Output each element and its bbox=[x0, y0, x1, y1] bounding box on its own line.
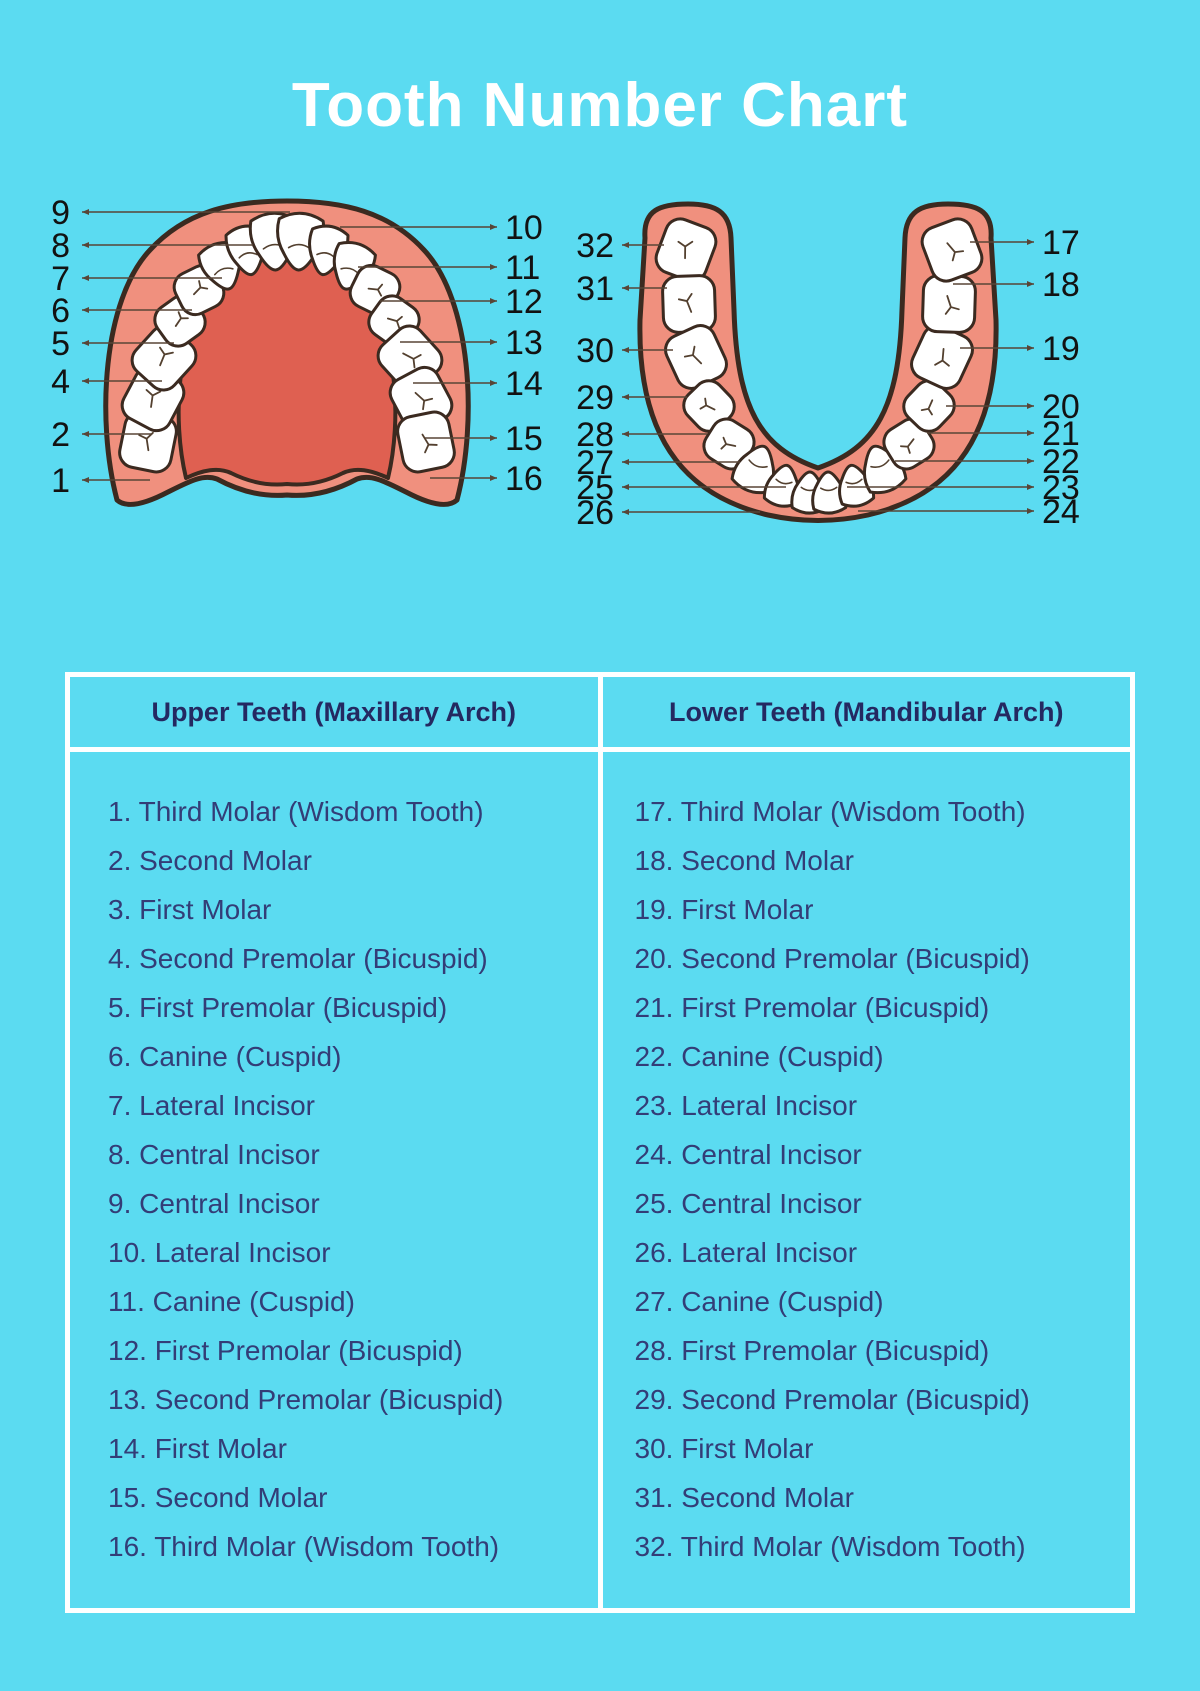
tooth-shape bbox=[396, 410, 456, 474]
tooth-number-label: 24 bbox=[1042, 493, 1080, 531]
tooth-number-label: 30 bbox=[576, 332, 614, 370]
tooth-number-label: 11 bbox=[505, 249, 540, 287]
table-row: 5. First Premolar (Bicuspid) bbox=[108, 992, 448, 1023]
lower-teeth-list: 17. Third Molar (Wisdom Tooth) 18. Second… bbox=[603, 752, 1131, 1571]
tooth-shape bbox=[811, 470, 848, 515]
tooth-number-label: 10 bbox=[505, 209, 543, 247]
table-row: 32. Third Molar (Wisdom Tooth) bbox=[634, 1531, 1026, 1562]
table-row: 20. Second Premolar (Bicuspid) bbox=[634, 943, 1030, 974]
tooth-number-label: 4 bbox=[51, 363, 70, 401]
table-row: 16. Third Molar (Wisdom Tooth) bbox=[108, 1531, 500, 1562]
table-row: 14. First Molar bbox=[108, 1433, 287, 1464]
table-row: 6. Canine (Cuspid) bbox=[108, 1041, 342, 1072]
tooth-number-label: 32 bbox=[576, 227, 614, 265]
table-row: 19. First Molar bbox=[634, 894, 814, 925]
table-row: 7. Lateral Incisor bbox=[108, 1090, 315, 1121]
tooth-number-label: 18 bbox=[1042, 266, 1080, 304]
table-row: 8. Central Incisor bbox=[108, 1139, 320, 1170]
tooth-number-label: 29 bbox=[576, 379, 614, 417]
table-row: 31. Second Molar bbox=[634, 1482, 854, 1513]
tooth-number-label: 5 bbox=[51, 325, 70, 363]
tooth-number-label: 31 bbox=[576, 270, 614, 308]
upper-arch-diagram bbox=[103, 198, 471, 507]
lower-teeth-header: Lower Teeth (Mandibular Arch) bbox=[602, 677, 1130, 747]
tooth-shape bbox=[920, 217, 984, 283]
tooth-number-label: 27 bbox=[576, 444, 614, 482]
page-title: Tooth Number Chart bbox=[291, 71, 909, 140]
tooth-number-label: 12 bbox=[505, 283, 543, 321]
table-row: 22. Canine (Cuspid) bbox=[634, 1041, 884, 1072]
tooth-number-label: 6 bbox=[51, 292, 70, 330]
table-row: 18. Second Molar bbox=[634, 845, 854, 876]
tooth-number-label: 28 bbox=[576, 416, 614, 454]
tooth-number-label: 26 bbox=[576, 494, 614, 532]
tooth-number-label: 23 bbox=[1042, 469, 1080, 507]
tooth-number-label: 14 bbox=[505, 365, 543, 403]
table-row: 3. First Molar bbox=[108, 894, 272, 925]
tooth-shape bbox=[862, 444, 908, 495]
table-row: 26. Lateral Incisor bbox=[634, 1237, 858, 1268]
table-row: 4. Second Premolar (Bicuspid) bbox=[108, 943, 488, 974]
table-row: 13. Second Premolar (Bicuspid) bbox=[108, 1384, 504, 1415]
tooth-number-label: 9 bbox=[51, 194, 70, 232]
table-row: 9. Central Incisor bbox=[108, 1188, 320, 1219]
table-row: 10. Lateral Incisor bbox=[108, 1237, 331, 1268]
upper-teeth-list: 1. Third Molar (Wisdom Tooth) 2. Second M… bbox=[70, 752, 598, 1571]
tooth-number-label: 13 bbox=[505, 324, 543, 362]
tooth-number-label: 21 bbox=[1042, 415, 1080, 453]
tooth-number-label: 16 bbox=[505, 460, 543, 498]
lower-arch-diagram bbox=[637, 201, 999, 523]
tooth-number-label: 25 bbox=[576, 469, 614, 507]
table-row: 27. Canine (Cuspid) bbox=[634, 1286, 884, 1317]
table-row: 17. Third Molar (Wisdom Tooth) bbox=[634, 796, 1026, 827]
upper-teeth-header: Upper Teeth (Maxillary Arch) bbox=[70, 677, 598, 747]
tooth-shape bbox=[902, 379, 956, 433]
tooth-number-label: 20 bbox=[1042, 388, 1080, 426]
tooth-shape bbox=[661, 274, 717, 334]
tooth-number-label: 19 bbox=[1042, 330, 1080, 368]
tooth-number-label: 1 bbox=[51, 462, 70, 500]
table-row: 1. Third Molar (Wisdom Tooth) bbox=[108, 796, 484, 827]
table-row: 29. Second Premolar (Bicuspid) bbox=[634, 1384, 1030, 1415]
tooth-number-label: 15 bbox=[505, 420, 543, 458]
upper-teeth-cell: 1. Third Molar (Wisdom Tooth) 2. Second M… bbox=[70, 752, 598, 1608]
tooth-number-label: 7 bbox=[51, 260, 70, 298]
table-row: 28. First Premolar (Bicuspid) bbox=[634, 1335, 990, 1366]
tooth-table: Upper Teeth (Maxillary Arch) Lower Teeth… bbox=[65, 672, 1135, 1613]
table-row: 25. Central Incisor bbox=[634, 1188, 862, 1219]
table-row: 24. Central Incisor bbox=[634, 1139, 862, 1170]
table-row: 15. Second Molar bbox=[108, 1482, 328, 1513]
lower-teeth-cell: 17. Third Molar (Wisdom Tooth) 18. Second… bbox=[602, 752, 1131, 1608]
table-row: 30. First Molar bbox=[634, 1433, 814, 1464]
tooth-diagrams: 9876542110111213141516323130292827252617… bbox=[51, 194, 1080, 532]
table-row: 2. Second Molar bbox=[108, 845, 312, 876]
tooth-number-label: 17 bbox=[1042, 224, 1080, 262]
tooth-number-label: 8 bbox=[51, 227, 70, 265]
table-row: 23. Lateral Incisor bbox=[634, 1090, 858, 1121]
tooth-number-labels: 9876542110111213141516323130292827252617… bbox=[51, 194, 1080, 532]
tooth-number-label: 2 bbox=[51, 416, 70, 454]
table-row: 12. First Premolar (Bicuspid) bbox=[108, 1335, 463, 1366]
table-row: 11. Canine (Cuspid) bbox=[108, 1286, 355, 1317]
tooth-number-label: 22 bbox=[1042, 443, 1080, 481]
leader-lines bbox=[82, 209, 1034, 515]
table-row: 21. First Premolar (Bicuspid) bbox=[634, 992, 990, 1023]
